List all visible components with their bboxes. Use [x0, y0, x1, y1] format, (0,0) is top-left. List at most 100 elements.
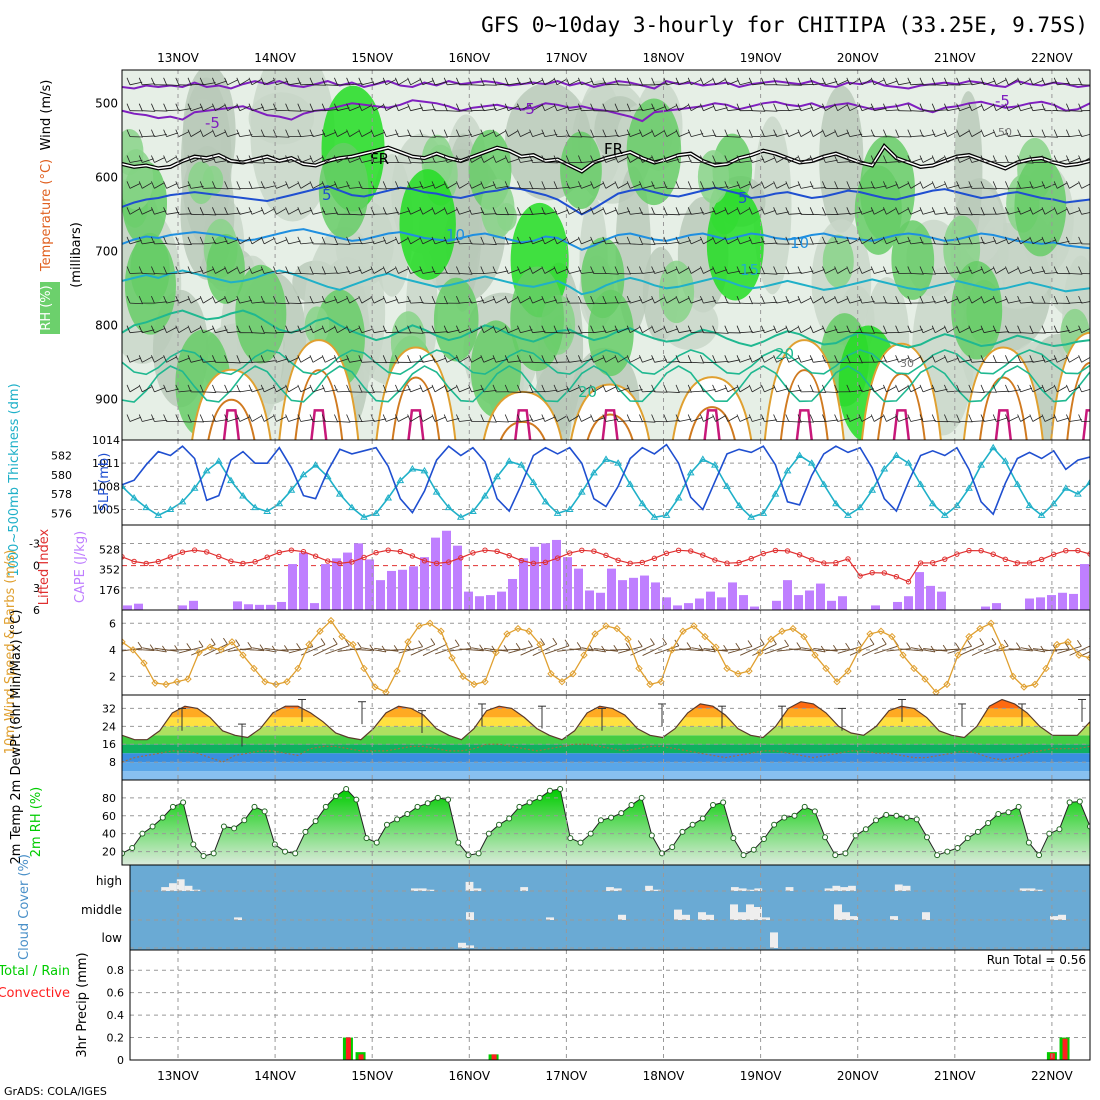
cloud-bar-high: [824, 888, 833, 891]
wind-barb: [764, 242, 778, 245]
wind-barb-flag: [1066, 77, 1070, 85]
thickness-point: [214, 457, 223, 464]
wind-barb-flag: [931, 103, 936, 111]
cape-bar: [739, 595, 748, 610]
wind-barb-flag: [1029, 295, 1034, 304]
wind-barb: [1057, 330, 1070, 334]
wind-barb-flag: [614, 325, 619, 333]
wind-barb-flag: [846, 77, 851, 85]
li-point: [869, 569, 875, 576]
wind-barb-flag: [285, 325, 289, 333]
thickness-point: [396, 476, 405, 484]
wind-barb: [288, 182, 299, 189]
wind-barb: [715, 301, 729, 304]
cape-bar: [552, 539, 561, 610]
wind-barb-flag: [590, 103, 594, 111]
wind-barb-flag: [883, 129, 887, 137]
wind-barb-flag: [321, 384, 326, 393]
wind-barb-flag: [748, 77, 753, 85]
wind-barb-flag: [602, 384, 607, 393]
cape-bar: [915, 572, 924, 610]
wind-barb-flag: [663, 155, 668, 163]
wind-barb-flag: [138, 325, 143, 333]
li-point: [252, 559, 258, 565]
wind-barb-flag: [248, 414, 253, 422]
wind-barb: [910, 182, 921, 189]
cloud-bar-middle: [234, 917, 242, 920]
wind-barb: [446, 182, 457, 189]
wind-barb: [129, 81, 143, 86]
cape-panel: [122, 530, 1090, 610]
wind-barb-flag: [1017, 384, 1021, 393]
wind-barb-flag: [151, 77, 155, 85]
rh-point: [546, 787, 553, 794]
wind-barb-flag: [578, 77, 582, 85]
wind-barb: [544, 361, 558, 364]
wind-barb-flag: [700, 384, 704, 393]
wind-barb: [483, 326, 494, 334]
wind-barb: [166, 356, 177, 363]
wind-barb: [264, 185, 277, 189]
wind-barb: [410, 332, 424, 334]
thickness-point: [771, 490, 780, 497]
wind-barb: [410, 387, 422, 393]
surface-wind-barb: [264, 647, 289, 652]
wind-barb: [715, 332, 729, 334]
wind-barb-flag: [761, 325, 765, 333]
day-label-bottom: 14NOV: [254, 1069, 296, 1083]
wind-barb: [264, 79, 275, 86]
wind-barb: [386, 133, 399, 137]
wind-barb: [776, 356, 787, 363]
surface-wind-barb: [276, 648, 301, 651]
wind-barb: [1069, 209, 1081, 215]
wind-barb: [715, 238, 726, 245]
wind-speed-point: [954, 651, 962, 659]
rh-point: [618, 810, 625, 817]
rh-point: [122, 850, 125, 857]
wind-barb: [483, 390, 497, 393]
surface-wind-barb-flag: [881, 637, 887, 645]
wind-barb-flag: [895, 325, 899, 333]
wind-barb: [739, 208, 750, 215]
wind-barb-flag: [126, 155, 131, 163]
wind-barb-flag: [663, 236, 668, 245]
wind-barb-flag: [712, 181, 716, 189]
wind-barb: [447, 418, 460, 422]
wind-barb: [239, 105, 251, 112]
warm-contour: [671, 376, 753, 440]
wind-barb-flag: [370, 103, 375, 111]
wind-barb: [935, 132, 947, 137]
wind-barb: [642, 326, 652, 334]
wind-barb-flag: [529, 181, 533, 189]
cape-bar: [497, 591, 506, 610]
wind-barb: [752, 82, 766, 86]
wind-barb: [373, 418, 387, 422]
wind-barb-flag: [504, 414, 509, 422]
wind-barb: [910, 83, 924, 86]
wind-barb-flag: [1041, 414, 1046, 422]
wind-barb-flag: [163, 181, 167, 189]
wind-barb-flag: [748, 236, 753, 245]
wind-barb: [1044, 386, 1055, 393]
wind-barb-flag: [614, 355, 619, 363]
day-label-top: 19NOV: [740, 51, 782, 65]
wind-barb: [642, 107, 655, 112]
wind-barb: [825, 241, 838, 245]
day-label-top: 17NOV: [546, 51, 588, 65]
surface-wind-barb: [325, 645, 350, 655]
wind-barb-flag: [1005, 414, 1009, 422]
wind-barb: [898, 159, 912, 163]
wind-barb-flag: [675, 181, 680, 189]
wind-barb-flag: [736, 155, 741, 163]
wind-barb: [764, 419, 778, 422]
wind-barb-flag: [529, 155, 533, 163]
wind-barb: [715, 79, 726, 86]
wind-barb: [459, 419, 473, 422]
wind-speed-point: [327, 616, 335, 625]
temp-band: [122, 717, 1090, 727]
wind-barb: [996, 212, 1009, 215]
wind-barb: [727, 359, 741, 363]
cloud-bar-high: [418, 888, 427, 891]
surface-wind-barb: [337, 647, 362, 652]
wind-barb-flag: [334, 103, 338, 111]
